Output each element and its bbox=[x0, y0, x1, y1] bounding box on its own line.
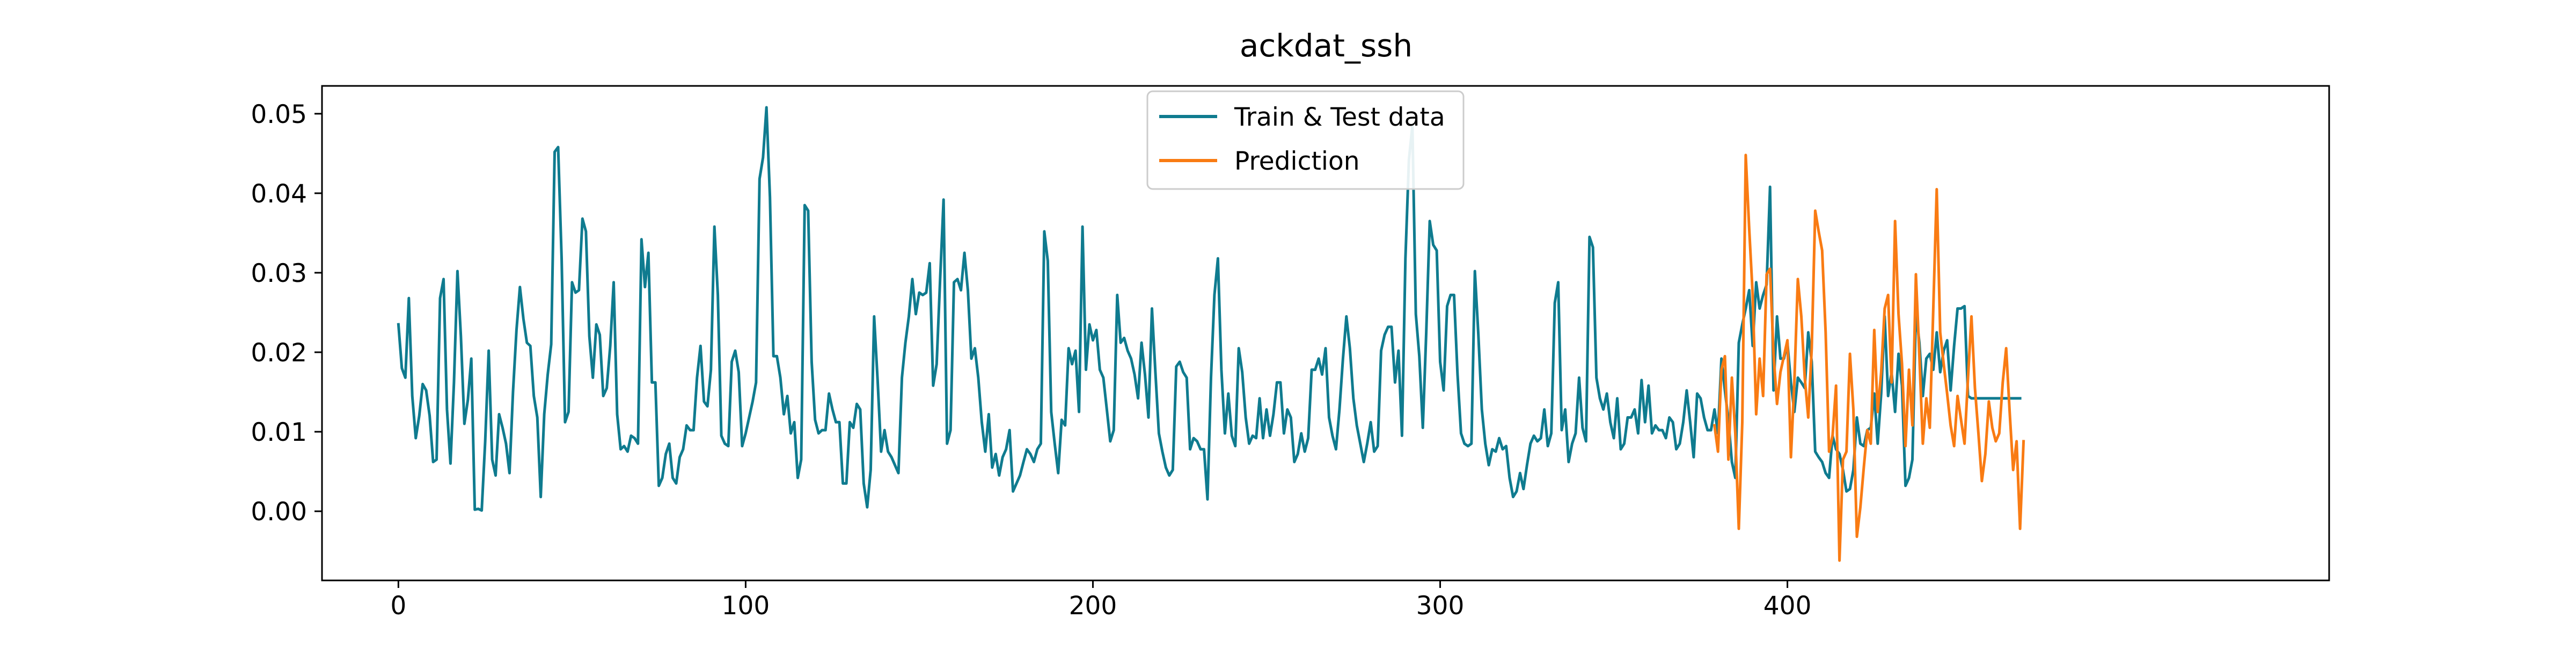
legend-label-train: Train & Test data bbox=[1234, 103, 1445, 132]
x-tick-label: 200 bbox=[1069, 591, 1117, 621]
legend-label-prediction: Prediction bbox=[1234, 147, 1360, 176]
x-tick-label: 400 bbox=[1763, 591, 1812, 621]
series-line-prediction bbox=[1713, 154, 2025, 562]
x-tick-label: 100 bbox=[722, 591, 770, 621]
y-tick-label: 0.05 bbox=[251, 100, 307, 129]
y-tick-label: 0.01 bbox=[251, 418, 307, 447]
y-tick-label: 0.03 bbox=[251, 259, 307, 288]
legend-box bbox=[1146, 90, 1465, 190]
y-tick-label: 0.04 bbox=[251, 179, 307, 209]
y-tick-label: 0.00 bbox=[251, 497, 307, 527]
legend: Train & Test data Prediction bbox=[1146, 90, 1465, 190]
x-tick-label: 0 bbox=[390, 591, 406, 621]
x-tick-label: 300 bbox=[1416, 591, 1465, 621]
y-axis: 0.00 0.01 0.02 0.03 0.04 0.05 bbox=[251, 100, 322, 527]
y-tick-label: 0.02 bbox=[251, 338, 307, 368]
chart-title: ackdat_ssh bbox=[1240, 27, 1413, 64]
x-axis: 0 100 200 300 400 bbox=[390, 580, 1811, 621]
plot-frame bbox=[321, 85, 2330, 581]
series-line-train-test-data bbox=[397, 106, 2022, 512]
series-layer bbox=[397, 106, 2025, 562]
